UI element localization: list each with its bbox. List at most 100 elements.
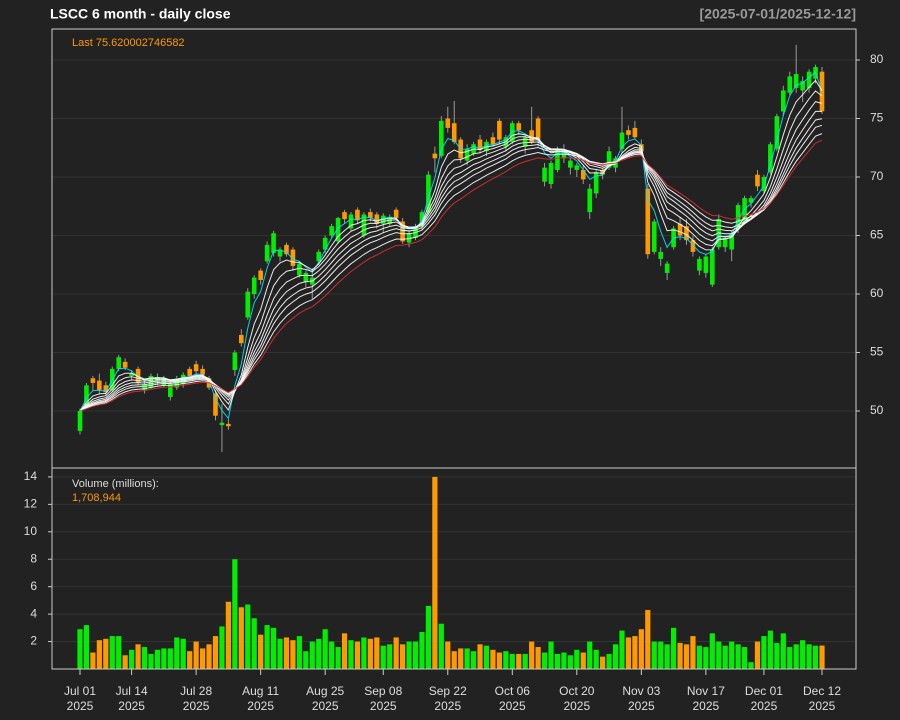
volume-bar [335,647,341,669]
volume-last-label: 1,708,944 [72,492,121,504]
volume-label: Volume (millions): [72,478,159,490]
candle-body [193,364,199,372]
y-tick-label: 60 [870,286,884,300]
volume-bar [148,653,154,669]
volume-bar [96,640,102,669]
volume-bar [567,655,573,669]
volume-bar [322,629,328,669]
volume-bar [348,640,354,669]
candle-body [542,167,547,182]
candle-body [142,384,147,390]
candle-body [722,237,728,248]
volume-bar [600,656,606,669]
candle-body [580,169,586,180]
candle-body [219,422,225,426]
volume-bar [83,625,90,669]
volume-bar [780,633,786,669]
volume-bar [741,647,748,669]
volume-bar [819,645,825,669]
moving-average [79,118,823,412]
candle-body [264,244,270,262]
volume-bar [748,662,754,669]
volume-bar [219,626,225,669]
volume-bar [787,647,793,669]
volume-bar [632,636,638,669]
candle-body [755,174,760,187]
moving-average [79,133,823,412]
candle-body [432,153,438,159]
candle-body [677,223,683,236]
candle-body [97,380,102,390]
volume-bar [425,605,432,669]
y-tick-label: 6 [30,579,37,593]
volume-bar [658,641,664,669]
candle-body [393,209,399,218]
x-tick-label: Jul 14 2025 [116,684,148,713]
volume-bar [709,633,715,669]
candle-body [251,277,257,295]
y-tick-label: 8 [30,551,37,565]
candle-body [626,130,631,135]
candle-body [703,256,709,273]
x-tick-label: Oct 20 2025 [559,684,595,713]
volume-bar [387,644,393,669]
volume-bar [238,607,244,669]
candle-body [213,393,218,416]
y-tick-label: 75 [870,111,884,125]
volume-bar [671,627,677,669]
candle-body [548,162,554,185]
volume-bar [490,649,496,669]
volume-bar [703,647,709,669]
volume-bar [251,618,257,669]
candle-body [122,361,128,368]
moving-average [79,90,823,412]
volume-bar [225,601,231,669]
volume-bar [400,644,406,669]
volume-bar [283,637,290,669]
candle-body [232,352,238,371]
candle-body [303,272,309,283]
volume-bar [116,636,122,669]
candle-body [568,160,573,168]
candle-body [477,139,483,151]
volume-bar [154,649,161,669]
volume-bar [206,644,212,669]
volume-bar [303,651,309,669]
volume-bar [380,645,386,669]
volume-bar [477,644,483,669]
candle-body [374,214,380,224]
volume-bar [432,476,438,669]
y-tick-label: 50 [870,403,884,417]
candle-body [239,334,244,344]
candle-body [535,118,541,140]
volume-bar [561,652,567,669]
y-tick-label: 80 [870,52,884,66]
volume-bar [541,652,548,669]
moving-average [79,110,822,412]
volume-bar [341,633,348,669]
candle-body [697,258,702,271]
volume-bar [470,651,477,669]
candle-body [284,244,289,255]
volume-bar [103,638,109,669]
volume-panel-frame [51,467,857,670]
volume-bar [135,644,141,669]
volume-bar [277,638,283,669]
candle-body [735,205,741,229]
candle-body [290,249,296,266]
y-tick-label: 2 [30,634,37,648]
candle-body [529,130,534,142]
candle-body [748,198,754,203]
volume-bar [180,638,186,669]
candle-body [522,137,528,147]
volume-bar [329,641,335,669]
candle-body [658,251,663,259]
candle-body [651,221,657,252]
volume-bar [161,648,167,669]
volume-bar [393,637,399,669]
candle-body [761,177,767,192]
candle-body [245,291,251,318]
candle-body [490,137,496,145]
